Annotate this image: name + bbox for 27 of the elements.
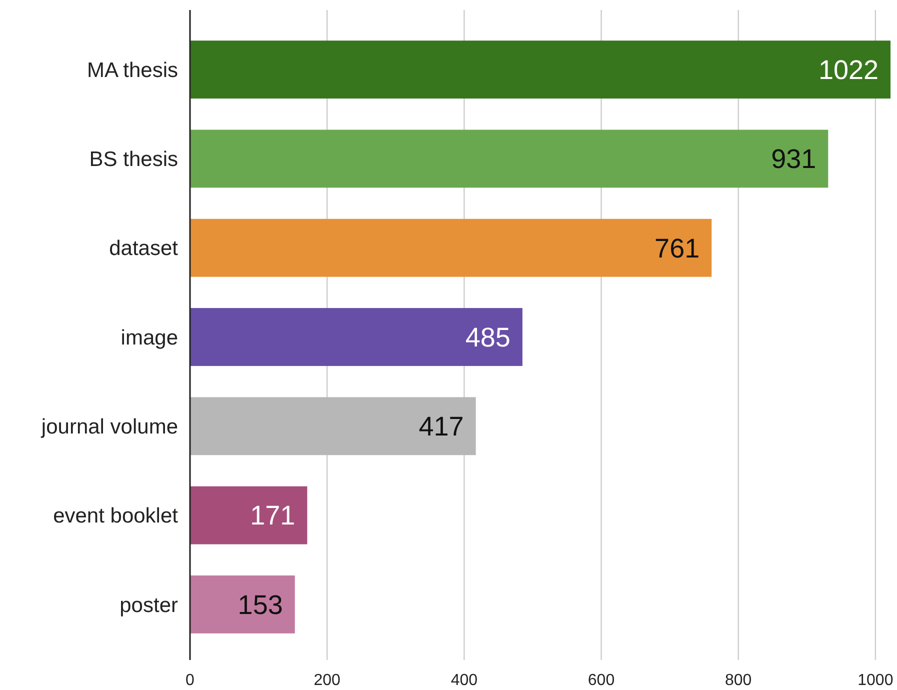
y-tick-label: dataset (109, 237, 178, 260)
bar (190, 486, 308, 544)
bar (190, 308, 522, 366)
data-label: 1022 (818, 55, 879, 86)
x-tick-label: 600 (588, 672, 615, 689)
bar (190, 218, 712, 277)
x-tick-label: 200 (314, 672, 341, 689)
x-tick-label: 400 (450, 672, 478, 689)
data-label: 153 (238, 590, 283, 620)
y-tick-label: journal volume (40, 415, 178, 438)
data-label: 417 (418, 412, 464, 442)
x-tick-label: 800 (725, 672, 752, 689)
data-label: 171 (250, 500, 296, 531)
bar (190, 130, 828, 188)
data-label: 931 (771, 144, 816, 174)
bar (190, 575, 295, 634)
bar (190, 40, 891, 99)
y-tick-label: image (120, 326, 178, 350)
y-tick-label: BS thesis (89, 148, 178, 172)
bar (190, 397, 476, 456)
x-tick-label: 1000 (858, 672, 894, 689)
x-tick-label: 0 (186, 672, 195, 689)
y-tick-label: MA thesis (86, 58, 178, 82)
data-label: 761 (654, 233, 700, 264)
y-tick-label: poster (120, 594, 178, 617)
data-label: 485 (465, 322, 510, 352)
y-tick-label: event booklet (53, 504, 178, 528)
